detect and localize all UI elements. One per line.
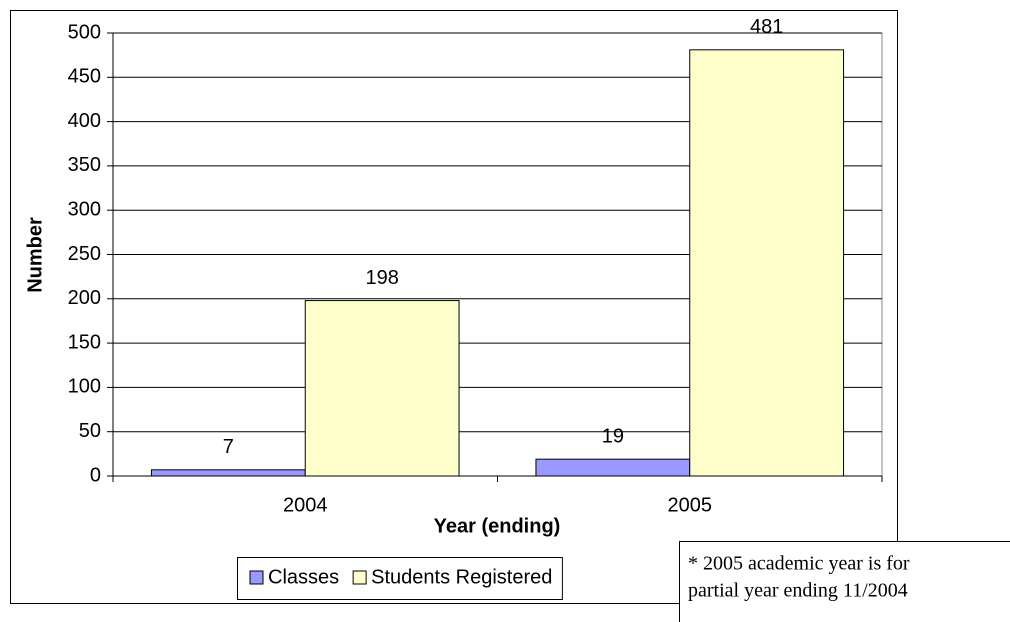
y-tick-label: 200 bbox=[68, 287, 101, 309]
value-label: 7 bbox=[223, 436, 234, 458]
y-tick-label: 450 bbox=[68, 66, 101, 88]
y-tick-label: 0 bbox=[90, 464, 101, 486]
y-tick-label: 100 bbox=[68, 376, 101, 398]
y-tick-label: 500 bbox=[68, 21, 101, 43]
value-label: 19 bbox=[602, 425, 624, 447]
y-tick-label: 300 bbox=[68, 198, 101, 220]
legend-label: Students Registered bbox=[371, 566, 552, 588]
x-tick-label: 2005 bbox=[668, 494, 713, 516]
value-label: 198 bbox=[365, 267, 398, 289]
legend-label: Classes bbox=[268, 566, 339, 588]
bar bbox=[304, 300, 460, 477]
annotation: partial year ending 11/2004 bbox=[688, 580, 908, 602]
y-tick-label: 150 bbox=[68, 331, 101, 353]
bar bbox=[535, 458, 691, 477]
bar bbox=[150, 469, 306, 477]
x-axis-title: Year (ending) bbox=[434, 515, 561, 537]
y-tick-label: 50 bbox=[79, 420, 101, 442]
annotation-box bbox=[679, 541, 1010, 622]
x-tick-label: 2004 bbox=[283, 494, 328, 516]
legend-box bbox=[237, 557, 563, 600]
legend-swatch bbox=[249, 570, 264, 585]
legend-swatch bbox=[352, 570, 367, 585]
annotation: * 2005 academic year is for bbox=[688, 553, 910, 575]
y-tick-label: 350 bbox=[68, 154, 101, 176]
y-axis-title: Number bbox=[24, 217, 46, 293]
y-tick-label: 250 bbox=[68, 243, 101, 265]
y-tick-label: 400 bbox=[68, 110, 101, 132]
bar bbox=[689, 49, 845, 477]
value-label: 481 bbox=[750, 16, 783, 38]
legend: Classes Students Registered bbox=[237, 557, 563, 600]
